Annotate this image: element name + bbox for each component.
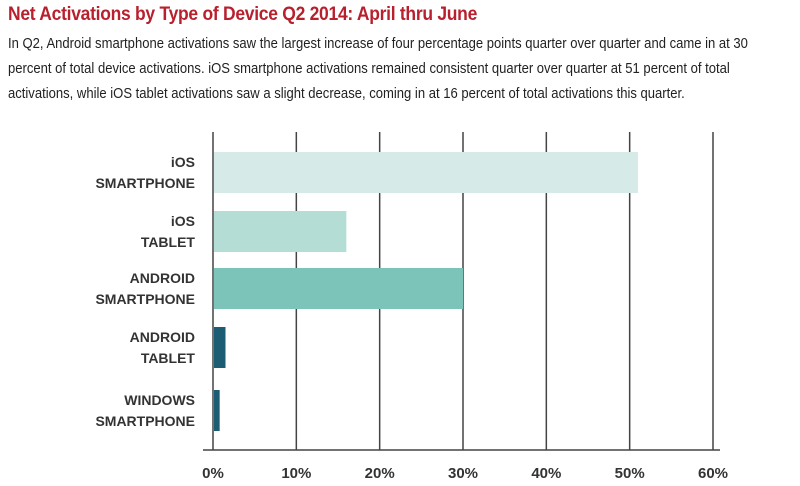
bar [214, 268, 463, 309]
bar [214, 390, 220, 431]
category-label: SMARTPHONE [95, 175, 195, 191]
x-tick-label: 60% [698, 465, 728, 482]
chart-description: In Q2, Android smartphone activations sa… [8, 36, 748, 102]
category-label: SMARTPHONE [95, 413, 195, 429]
category-label: WINDOWS [124, 392, 195, 408]
category-label: SMARTPHONE [95, 291, 195, 307]
x-tick-label: 20% [365, 465, 395, 482]
x-tick-label: 30% [448, 465, 478, 482]
category-label: iOS [171, 154, 195, 170]
category-label: iOS [171, 213, 195, 229]
x-tick-label: 0% [202, 465, 224, 482]
category-label: ANDROID [130, 329, 195, 345]
category-label: TABLET [141, 234, 196, 250]
x-tick-label: 50% [615, 465, 645, 482]
category-label: ANDROID [130, 270, 195, 286]
bar [214, 327, 226, 368]
bar [214, 211, 347, 252]
chart-title: Net Activations by Type of Device Q2 201… [8, 4, 478, 25]
category-label: TABLET [141, 350, 196, 366]
bar [214, 152, 638, 193]
x-tick-label: 10% [281, 465, 311, 482]
x-tick-label: 40% [531, 465, 561, 482]
